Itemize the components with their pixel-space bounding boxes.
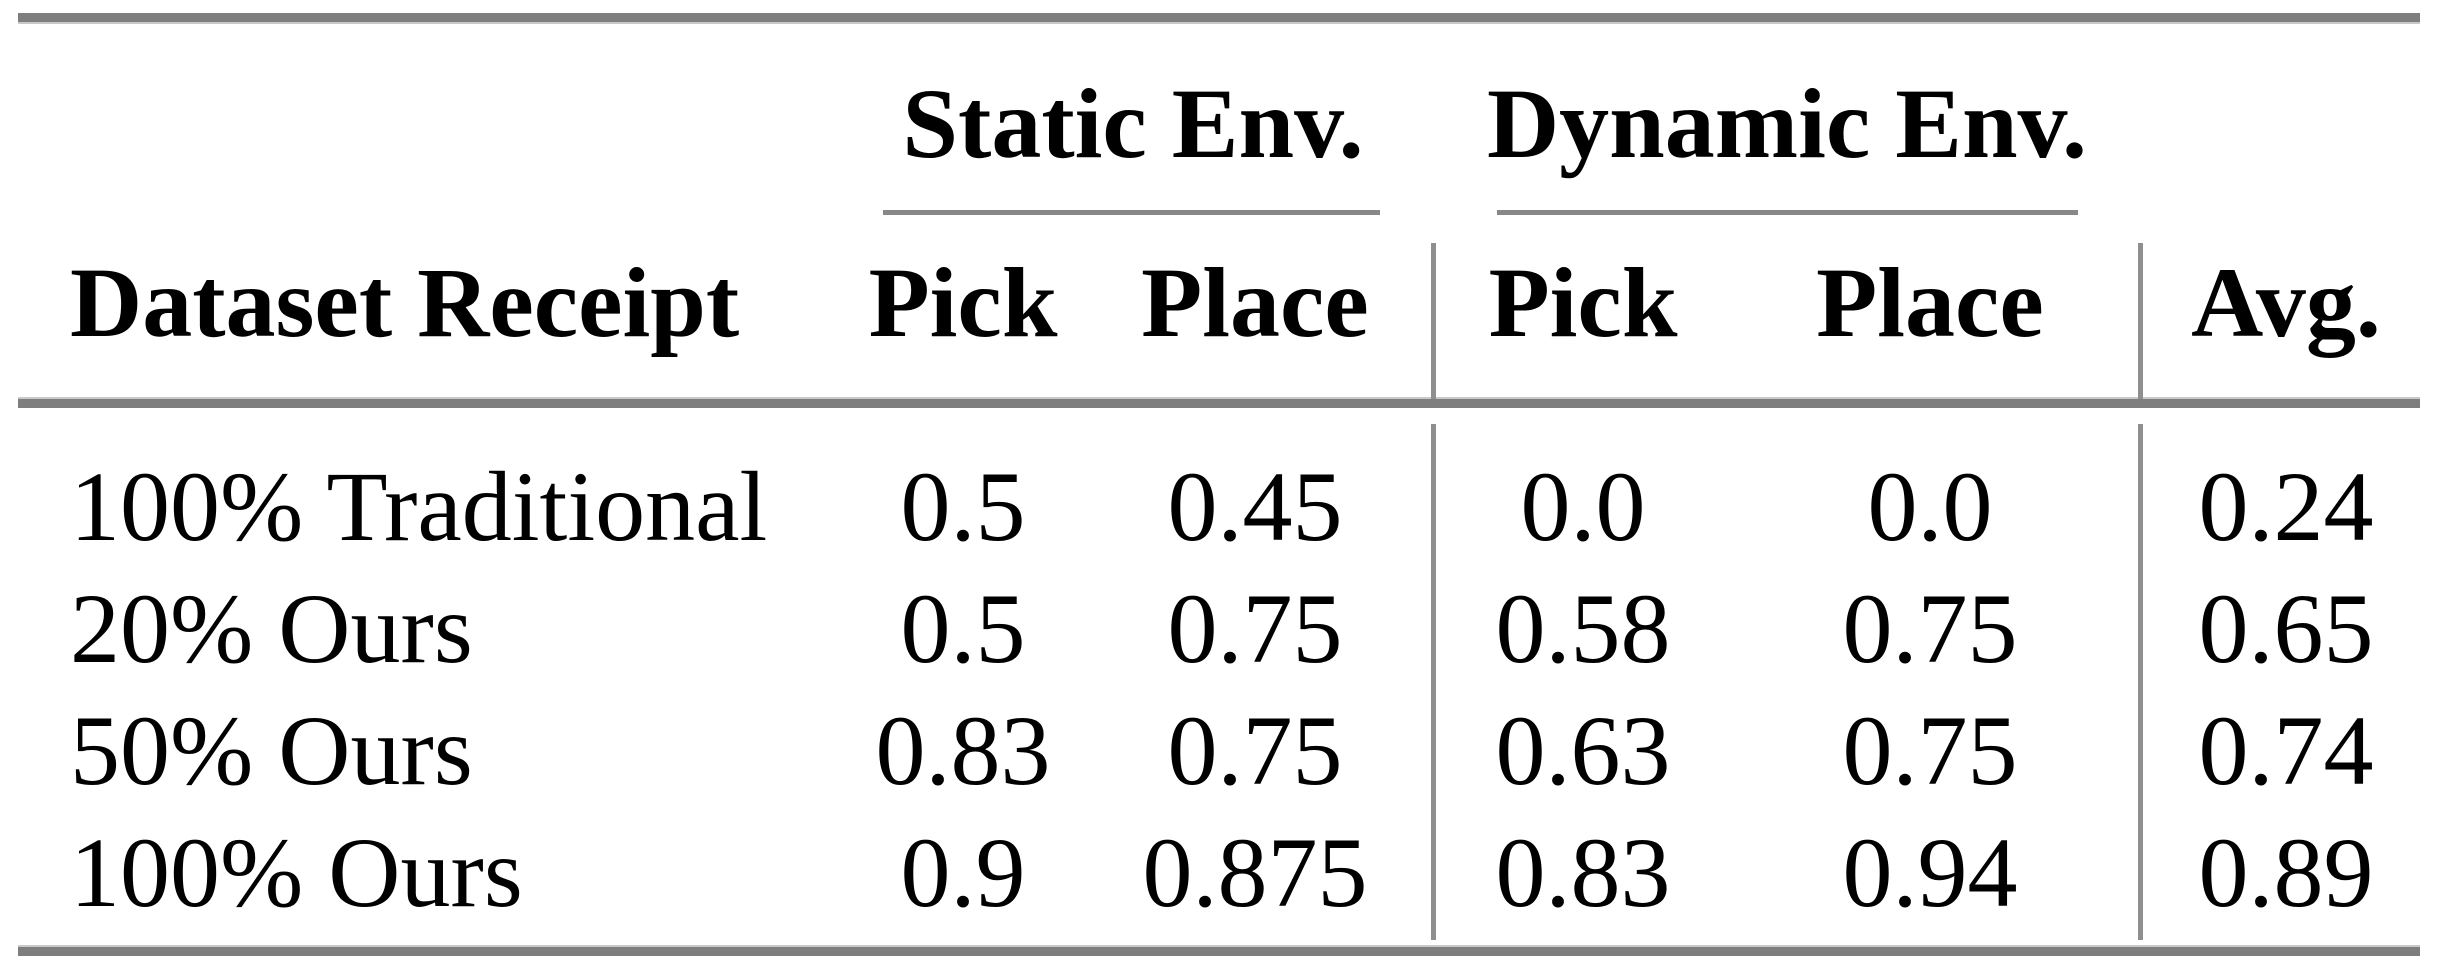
column-header-static-pick: Pick — [868, 247, 1058, 358]
top-rule — [18, 13, 2420, 22]
row-1-static-pick: 0.5 — [900, 451, 1026, 562]
row-1-dynamic-pick: 0.0 — [1520, 451, 1646, 562]
column-header-dynamic-pick: Pick — [1488, 247, 1678, 358]
cmidrule-dynamic-env — [1497, 210, 2078, 215]
column-header-avg: Avg. — [2191, 247, 2381, 358]
row-2-static-place: 0.75 — [1167, 573, 1343, 684]
row-2-avg: 0.65 — [2198, 573, 2374, 684]
column-header-dynamic-place: Place — [1816, 247, 2044, 358]
row-3-static-pick: 0.83 — [875, 695, 1051, 806]
group-header-static-env: Static Env. — [902, 68, 1364, 179]
row-4-dynamic-place: 0.94 — [1842, 817, 2018, 928]
row-4-static-pick: 0.9 — [900, 817, 1026, 928]
column-header-static-place: Place — [1141, 247, 1369, 358]
row-1-avg: 0.24 — [2198, 451, 2374, 562]
row-3-static-place: 0.75 — [1167, 695, 1343, 806]
row-3-dynamic-place: 0.75 — [1842, 695, 2018, 806]
row-4-avg: 0.89 — [2198, 817, 2374, 928]
column-header-dataset-receipt: Dataset Receipt — [70, 247, 740, 358]
row-1-label: 100% Traditional — [70, 451, 768, 562]
row-4-dynamic-pick: 0.83 — [1495, 817, 1671, 928]
divider-dynamic-avg-body — [2138, 424, 2143, 940]
row-3-avg: 0.74 — [2198, 695, 2374, 806]
row-3-dynamic-pick: 0.63 — [1495, 695, 1671, 806]
row-2-static-pick: 0.5 — [900, 573, 1026, 684]
row-1-static-place: 0.45 — [1167, 451, 1343, 562]
group-header-dynamic-env: Dynamic Env. — [1486, 68, 2088, 179]
divider-static-dynamic-header — [1431, 243, 1436, 399]
divider-dynamic-avg-header — [2138, 243, 2143, 399]
row-4-label: 100% Ours — [70, 817, 523, 928]
row-2-dynamic-pick: 0.58 — [1495, 573, 1671, 684]
cmidrule-static-env — [883, 210, 1380, 215]
row-3-label: 50% Ours — [70, 695, 473, 806]
row-4-static-place: 0.875 — [1142, 817, 1368, 928]
bottom-rule — [18, 947, 2420, 956]
row-1-dynamic-place: 0.0 — [1867, 451, 1993, 562]
header-separator-rule — [18, 399, 2420, 408]
row-2-dynamic-place: 0.75 — [1842, 573, 2018, 684]
divider-static-dynamic-body — [1431, 424, 1436, 940]
row-2-label: 20% Ours — [70, 573, 473, 684]
